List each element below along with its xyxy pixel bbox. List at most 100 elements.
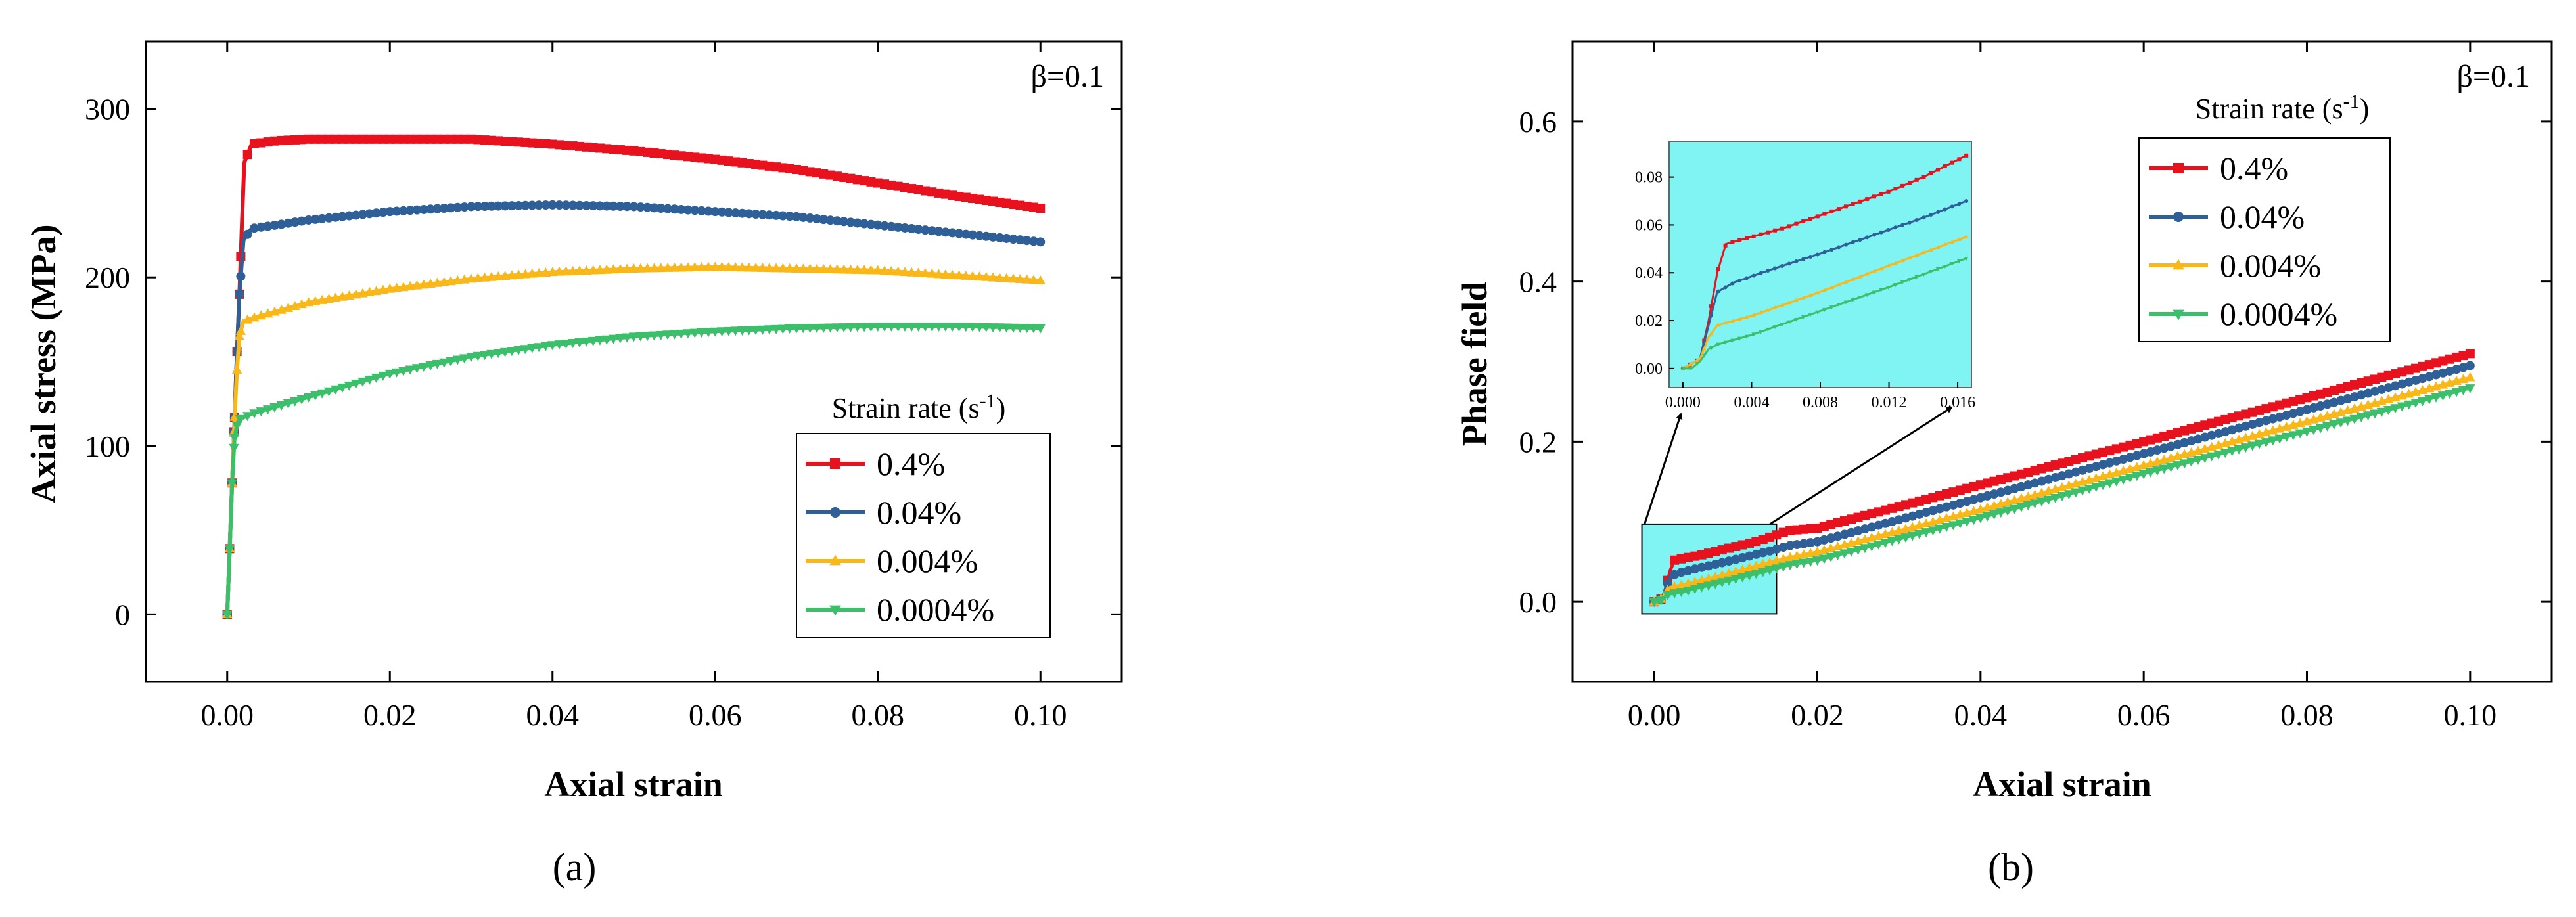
panel-a-marker-0p0004pct: [703, 328, 714, 338]
panel-a-marker-0p04pct: [398, 206, 408, 215]
panel-b-inset-marker-0p0004pct: [1815, 310, 1820, 315]
panel-b-inset-marker-0p4pct: [1801, 219, 1806, 223]
panel-a-marker-0p004pct: [757, 262, 768, 272]
panel-b-marker-0p0004pct: [2077, 486, 2088, 496]
panel-a-marker-0p0004pct: [391, 368, 402, 378]
panel-b-inset-marker-0p004pct: [1794, 298, 1799, 302]
panel-a-marker-0p0004pct: [384, 369, 395, 379]
panel-b-marker-0p0004pct: [2186, 457, 2197, 467]
panel-b-inset-marker-0p004pct: [1709, 331, 1714, 336]
panel-b-inset-marker-0p04pct: [1950, 204, 1954, 209]
panel-b-legend-item-0p0004pct: 0.0004%: [2149, 296, 2337, 332]
panel-b-marker-0p0004pct: [2254, 439, 2265, 449]
panel-a-marker-0p04pct: [825, 215, 835, 225]
panel-b-inset-y-tick-label: 0.04: [1635, 265, 1663, 282]
panel-a-marker-0p0004pct: [432, 359, 443, 369]
panel-a-marker-0p04pct: [975, 231, 984, 240]
panel-a-marker-0p04pct: [317, 213, 327, 223]
panel-a-marker-0p0004pct: [784, 324, 795, 334]
panel-b-inset-marker-0p0004pct: [1836, 303, 1841, 307]
panel-a-legend-item-0p0004pct: 0.0004%: [806, 591, 994, 628]
panel-a-marker-0p04pct: [1015, 235, 1025, 245]
panel-b-marker-0p0004pct: [1744, 571, 1755, 581]
panel-a-marker-0p004pct: [784, 263, 795, 273]
panel-a-marker-0p04pct: [1036, 237, 1046, 247]
panel-a-marker-0p004pct: [689, 262, 701, 272]
panel-a-marker-0p04pct: [697, 206, 706, 215]
panel-b-inset-marker-0p04pct: [1886, 228, 1891, 233]
panel-b-marker-0p0004pct: [2349, 414, 2360, 424]
panel-a-marker-0p04pct: [852, 218, 862, 228]
panel-a-marker-0p0004pct: [398, 367, 409, 376]
panel-a-marker-0p004pct: [710, 261, 720, 271]
panel-b-inset-marker-0p004pct: [1822, 288, 1827, 292]
panel-b-inset-marker-0p0004pct: [1723, 340, 1728, 345]
panel-a-marker-0p004pct: [676, 262, 687, 272]
panel-a-marker-0p0004pct: [479, 351, 490, 361]
panel-b-marker-0p4pct: [2465, 349, 2475, 359]
panel-b-inset-marker-0p04pct: [1843, 242, 1848, 247]
panel-b-marker-0p0004pct: [2424, 395, 2435, 405]
panel-a-marker-0p0004pct: [446, 357, 456, 367]
panel-b-marker-0p0004pct: [1852, 546, 1864, 556]
panel-a-marker-0p0004pct: [323, 387, 334, 397]
panel-a-marker-0p004pct: [940, 269, 951, 279]
panel-b-inset-marker-0p4pct: [1929, 171, 1933, 175]
panel-a-marker-0p04pct: [798, 212, 808, 222]
panel-a-marker-0p04pct: [392, 206, 402, 216]
panel-a-marker-0p004pct: [472, 273, 484, 282]
panel-a-marker-0p04pct: [1022, 236, 1032, 246]
panel-a-marker-0p04pct: [731, 208, 741, 218]
panel-b-y-tick-label: 0.4: [1519, 265, 1557, 299]
panel-b-inset-marker-0p0004pct: [1772, 325, 1778, 330]
panel-a-legend-label: 0.4%: [877, 445, 945, 482]
panel-b-legend-swatch-marker: [2173, 163, 2184, 173]
panel-b-inset-marker-0p4pct: [1907, 181, 1912, 185]
panel-a-marker-0p004pct: [744, 262, 754, 272]
panel-b-inset-y-tick-label: 0.02: [1635, 313, 1663, 330]
panel-b-marker-0p0004pct: [2390, 404, 2401, 414]
panel-a-marker-0p0004pct: [276, 401, 287, 411]
panel-a-marker-0p0004pct: [892, 323, 904, 332]
panel-b-marker-0p0004pct: [2342, 416, 2353, 426]
panel-a-y-tick-label: 0: [115, 598, 130, 631]
panel-b-inset-marker-0p0004pct: [1935, 267, 1941, 272]
panel-a-marker-0p04pct: [365, 209, 375, 219]
panel-b-inset-marker-0p004pct: [1843, 279, 1849, 284]
panel-a-y-axis-title: Axial stress (MPa): [24, 225, 63, 504]
panel-a-marker-0p04pct: [839, 217, 849, 227]
panel-b-inset-marker-0p4pct: [1851, 202, 1855, 206]
panel-b-marker-0p0004pct: [1737, 573, 1748, 583]
panel-a-marker-0p0004pct: [350, 379, 361, 389]
panel-a-marker-0p04pct: [771, 210, 781, 220]
panel-b-marker-0p0004pct: [2288, 431, 2299, 441]
panel-a-x-tick-label: 0.08: [852, 698, 905, 732]
panel-b-marker-0p0004pct: [2104, 479, 2115, 489]
panel-b-marker-0p0004pct: [2376, 407, 2387, 417]
panel-a-marker-0p04pct: [514, 200, 524, 210]
panel-a-marker-0p04pct: [778, 211, 788, 221]
panel-a-marker-0p04pct: [351, 210, 361, 220]
panel-a-marker-0p04pct: [242, 229, 252, 239]
panel-b-marker-0p0004pct: [1764, 566, 1775, 576]
panel-b-marker-0p0004pct: [1887, 537, 1898, 547]
panel-b-inset-marker-0p4pct: [1723, 243, 1728, 248]
panel-a-marker-0p04pct: [324, 213, 334, 223]
panel-a-marker-0p004pct: [703, 261, 714, 271]
panel-b-inset-marker-0p04pct: [1858, 238, 1862, 242]
panel-b-inset-marker-0p0004pct: [1900, 280, 1905, 285]
panel-b-marker-0p0004pct: [2397, 402, 2408, 412]
panel-a-marker-0p004pct: [839, 264, 849, 274]
panel-b-inset-marker-0p0004pct: [1794, 317, 1799, 322]
panel-a-marker-0p0004pct: [737, 326, 748, 336]
panel-b-legend-title: Strain rate (s-1): [2196, 91, 2369, 125]
panel-b-marker-0p0004pct: [2118, 475, 2128, 485]
panel-b-inset-marker-0p004pct: [1964, 235, 1969, 239]
panel-a-marker-0p04pct: [866, 219, 876, 229]
panel-b-inset-x-tick-label: 0.004: [1734, 394, 1769, 411]
panel-b-inset-marker-0p4pct: [1780, 226, 1784, 231]
panel-a-marker-0p004pct: [567, 265, 578, 275]
panel-b-inset-marker-0p0004pct: [1808, 313, 1813, 317]
panel-b-inset-marker-0p4pct: [1921, 175, 1926, 179]
panel-a-marker-0p04pct: [520, 200, 530, 210]
